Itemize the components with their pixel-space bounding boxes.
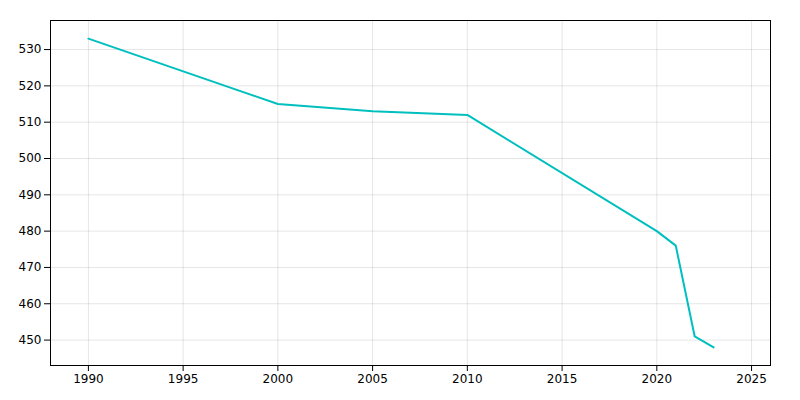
svg-text:2010: 2010 xyxy=(452,372,483,386)
svg-text:520: 520 xyxy=(19,79,42,93)
svg-text:460: 460 xyxy=(19,297,42,311)
svg-text:1990: 1990 xyxy=(73,372,104,386)
svg-text:2020: 2020 xyxy=(642,372,673,386)
svg-text:500: 500 xyxy=(19,151,42,165)
svg-text:2015: 2015 xyxy=(547,372,578,386)
svg-text:2000: 2000 xyxy=(263,372,294,386)
svg-text:510: 510 xyxy=(19,115,42,129)
svg-text:470: 470 xyxy=(19,260,42,274)
svg-text:490: 490 xyxy=(19,188,42,202)
svg-text:2005: 2005 xyxy=(357,372,388,386)
svg-text:450: 450 xyxy=(19,333,42,347)
svg-text:530: 530 xyxy=(19,42,42,56)
svg-text:1995: 1995 xyxy=(168,372,199,386)
svg-text:480: 480 xyxy=(19,224,42,238)
svg-text:2025: 2025 xyxy=(736,372,767,386)
